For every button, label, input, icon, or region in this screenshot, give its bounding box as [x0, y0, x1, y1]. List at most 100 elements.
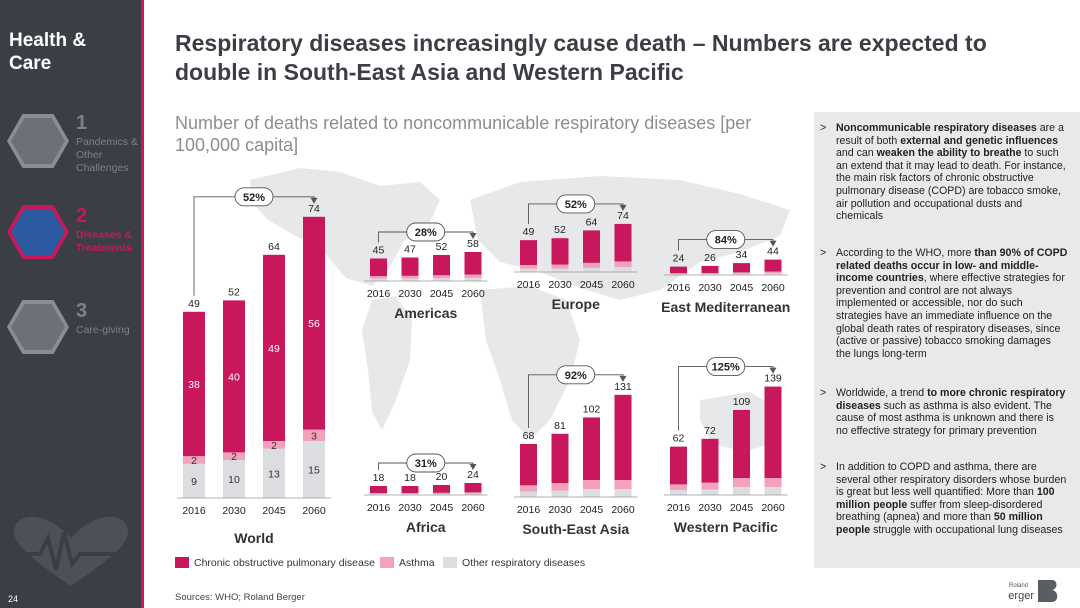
nav-label: Pandemics & Other Challenges — [76, 136, 138, 174]
bar-segment-other — [303, 441, 325, 498]
bar-segment-asthma — [733, 478, 750, 487]
bar-segment-asthma — [701, 482, 719, 490]
bar-segment-copd — [670, 266, 687, 274]
bar-segment-asthma — [764, 271, 782, 274]
segment-label-other: 13 — [268, 468, 280, 480]
segment-label-asthma: 3 — [311, 430, 317, 442]
bar-total-label: 58 — [467, 238, 479, 250]
insight-bullet: > In addition to COPD and asthma, there a… — [820, 461, 1067, 536]
bar-total-label: 52 — [228, 286, 240, 298]
bar-segment-copd — [370, 258, 387, 277]
nav-item-caregiving[interactable]: 3 Care-giving — [0, 298, 141, 378]
segment-label-other: 10 — [228, 474, 240, 486]
change-badge — [406, 222, 446, 242]
legend-item-other: Other respiratory diseases — [443, 557, 585, 569]
segment-label-other: 9 — [191, 476, 197, 488]
bar-segment-copd — [433, 485, 450, 493]
change-arrowhead — [619, 375, 627, 382]
bar-total-label: 62 — [673, 433, 685, 445]
bar-total-label: 52 — [554, 224, 566, 236]
year-tick-label: 2016 — [517, 279, 541, 291]
nav-label: Care-giving — [76, 324, 130, 336]
bar-segment-asthma — [701, 272, 719, 275]
legend-label: Asthma — [399, 557, 435, 569]
year-tick-label: 2030 — [548, 279, 572, 291]
bar-segment-asthma — [183, 456, 205, 464]
bar-total-label: 49 — [188, 298, 200, 310]
bar-segment-other — [670, 490, 687, 495]
bar-segment-other — [263, 448, 285, 498]
bar-segment-copd — [370, 486, 387, 494]
bar-segment-copd — [401, 257, 419, 276]
bar-segment-copd — [303, 216, 325, 430]
charts-area: 9238492016102405220301324964204515356742… — [177, 168, 790, 546]
year-tick-label: 2016 — [182, 505, 206, 517]
change-badge-label: 31% — [415, 458, 437, 470]
bar-segment-other — [401, 494, 419, 495]
bar-segment-other — [551, 490, 569, 497]
heartbeat-icon — [10, 516, 132, 586]
year-tick-label: 2016 — [517, 504, 541, 516]
page-number: 24 — [8, 594, 19, 604]
bar-segment-other — [583, 267, 600, 272]
bar-segment-copd — [583, 230, 600, 263]
region-title: South-East Asia — [522, 521, 629, 537]
nav-item-pandemics[interactable]: 1 Pandemics & Other Challenges — [0, 110, 141, 190]
year-tick-label: 2045 — [262, 505, 286, 517]
bar-total-label: 64 — [586, 216, 598, 228]
change-badge-label: 84% — [715, 235, 737, 247]
year-tick-label: 2060 — [461, 502, 485, 514]
change-badge-label: 28% — [415, 227, 437, 239]
insight-bullet: > Noncommunicable respiratory diseases ar… — [820, 122, 1066, 223]
bar-segment-other — [670, 274, 687, 275]
bar-segment-copd — [733, 263, 750, 273]
bar-segment-copd — [764, 259, 782, 272]
chart-east-mediterranean: 24 2016 26 2030 34 2045 44 2060 84% East Mediterr… — [661, 230, 790, 315]
bar-segment-other — [520, 268, 537, 272]
chart-western-pacific: 62 2016 72 2030 109 2045 139 2060 125% Western Pa… — [664, 357, 788, 535]
change-badge-label: 52% — [565, 199, 587, 211]
bar-segment-copd — [614, 394, 632, 480]
year-tick-label: 2060 — [461, 288, 485, 300]
bar-total-label: 102 — [583, 403, 601, 415]
bar-segment-copd — [520, 443, 537, 486]
chart-africa: 18 2016 18 2030 20 2045 24 2060 31% Africa — [364, 453, 488, 535]
change-badge — [556, 365, 596, 385]
year-tick-label: 2030 — [548, 504, 572, 516]
year-tick-label: 2016 — [367, 288, 391, 300]
nav-item-diseases[interactable]: 2 Diseases & Treatments — [0, 203, 141, 283]
chart-world: 9 2 38 49 2016 10 2 40 52 2030 13 2 49 64 2045 15 3 56 74 2… — [177, 187, 331, 546]
insight-bullet: > According to the WHO, more than 90% of … — [820, 247, 1068, 360]
bar-segment-asthma — [401, 275, 419, 279]
bar-segment-asthma — [263, 441, 285, 449]
bar-segment-copd — [583, 417, 600, 481]
bar-segment-other — [614, 267, 632, 272]
year-tick-label: 2045 — [580, 279, 604, 291]
bullet-marker: > — [820, 461, 827, 473]
sidebar-accent-line — [141, 0, 144, 608]
bar-segment-asthma — [764, 478, 782, 487]
change-arrowhead — [619, 204, 627, 211]
bar-segment-asthma — [223, 452, 245, 460]
segment-label-asthma: 2 — [191, 455, 197, 467]
change-arrowhead — [310, 197, 318, 204]
bar-segment-asthma — [401, 493, 419, 495]
bar-segment-other — [701, 489, 719, 495]
bar-segment-asthma — [520, 485, 537, 492]
bar-segment-other — [370, 278, 387, 281]
region-title: Europe — [552, 296, 600, 312]
bar-segment-other — [764, 487, 782, 495]
bar-segment-asthma — [583, 262, 600, 268]
region-title: East Mediterranean — [661, 299, 790, 315]
year-tick-label: 2030 — [398, 502, 422, 514]
nav-number: 3 — [76, 300, 88, 322]
sidebar: Health & Care 1 Pandemics & Other Challe… — [0, 0, 144, 608]
bar-total-label: 52 — [436, 241, 448, 253]
bar-segment-copd — [183, 311, 205, 457]
bar-total-label: 49 — [523, 226, 535, 238]
bar-segment-asthma — [370, 276, 387, 279]
chart-subtitle: Number of deaths related to noncommunica… — [175, 113, 752, 155]
bar-total-label: 20 — [436, 471, 448, 483]
region-title: World — [234, 530, 273, 546]
bar-segment-copd — [551, 238, 569, 265]
